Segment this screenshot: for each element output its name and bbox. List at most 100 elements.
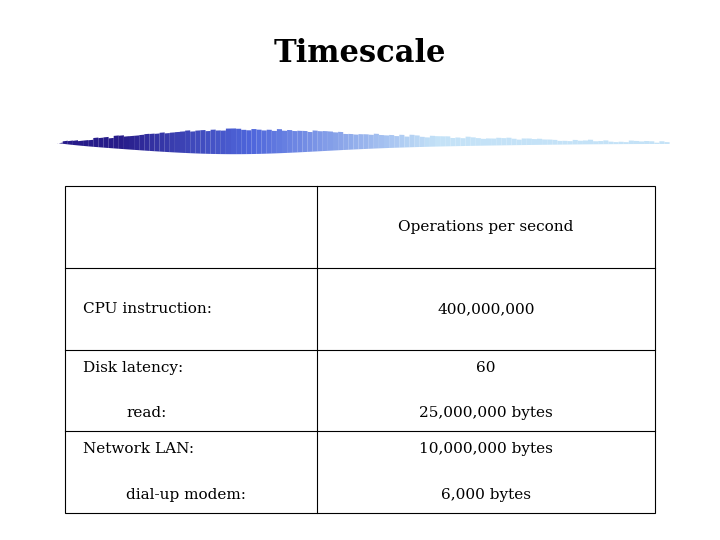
Polygon shape [588,140,593,144]
Polygon shape [435,136,440,147]
Text: 10,000,000 bytes: 10,000,000 bytes [419,442,553,456]
Polygon shape [68,140,73,145]
Text: read:: read: [126,407,166,420]
Text: Disk latency:: Disk latency: [83,361,183,375]
Polygon shape [567,141,572,145]
Polygon shape [613,142,618,144]
Polygon shape [200,130,205,154]
Polygon shape [425,137,430,147]
Polygon shape [471,137,476,146]
Polygon shape [63,141,68,144]
Polygon shape [180,131,185,153]
Polygon shape [318,131,323,151]
Polygon shape [134,136,139,150]
Polygon shape [277,129,282,153]
Polygon shape [302,131,307,152]
Polygon shape [395,136,400,148]
Text: 6,000 bytes: 6,000 bytes [441,488,531,502]
Polygon shape [400,135,405,147]
Polygon shape [160,132,165,152]
Polygon shape [287,130,292,153]
Polygon shape [542,139,547,145]
Text: dial-up modem:: dial-up modem: [126,488,246,502]
Polygon shape [389,135,395,148]
Polygon shape [629,140,634,144]
Polygon shape [231,129,236,154]
Polygon shape [461,138,466,146]
Polygon shape [155,133,160,152]
Polygon shape [547,139,552,145]
Polygon shape [665,142,670,144]
Polygon shape [211,130,216,154]
Polygon shape [185,130,190,153]
Polygon shape [328,131,333,151]
Polygon shape [364,134,369,149]
Polygon shape [379,135,384,148]
Polygon shape [577,141,583,144]
Polygon shape [384,136,389,148]
Polygon shape [266,130,272,154]
Polygon shape [282,131,287,153]
Polygon shape [338,132,343,150]
Polygon shape [354,134,359,150]
Polygon shape [78,140,83,146]
Polygon shape [517,139,522,145]
Polygon shape [644,141,649,144]
Polygon shape [593,141,598,144]
Polygon shape [603,140,608,144]
Polygon shape [119,136,124,149]
Polygon shape [307,132,312,152]
Text: 25,000,000 bytes: 25,000,000 bytes [419,407,553,420]
Polygon shape [165,133,170,152]
Polygon shape [572,140,577,145]
Polygon shape [501,138,506,145]
Polygon shape [175,132,180,153]
Polygon shape [440,136,445,146]
Polygon shape [624,142,629,144]
Text: CPU instruction:: CPU instruction: [83,302,212,316]
Polygon shape [532,139,537,145]
Polygon shape [104,137,109,148]
Polygon shape [221,131,226,154]
Polygon shape [272,131,277,153]
Polygon shape [660,141,665,144]
Polygon shape [583,140,588,144]
Polygon shape [410,134,415,147]
Polygon shape [537,139,542,145]
Polygon shape [476,138,481,146]
Polygon shape [481,139,486,146]
Polygon shape [251,129,256,154]
Polygon shape [608,141,613,144]
Polygon shape [144,134,150,151]
Polygon shape [486,138,491,146]
Polygon shape [455,138,461,146]
Bar [65,186,655,513]
Text: 400,000,000: 400,000,000 [437,302,535,316]
Polygon shape [634,141,639,144]
Text: Operations per second: Operations per second [398,220,574,234]
Polygon shape [139,134,144,151]
Polygon shape [170,132,175,152]
Polygon shape [618,141,624,144]
Polygon shape [83,140,89,146]
Polygon shape [216,130,221,154]
Polygon shape [236,129,241,154]
Polygon shape [292,131,297,153]
Polygon shape [466,137,471,146]
Text: 60: 60 [476,361,496,375]
Polygon shape [333,132,338,151]
Polygon shape [190,131,195,153]
Polygon shape [114,136,119,148]
Polygon shape [297,131,302,152]
Polygon shape [405,137,410,147]
Polygon shape [649,141,654,144]
Polygon shape [246,130,251,154]
Polygon shape [312,131,318,152]
Polygon shape [58,143,63,144]
Polygon shape [552,140,557,145]
Polygon shape [343,134,348,150]
Polygon shape [522,138,527,145]
Polygon shape [445,136,450,146]
Polygon shape [89,140,94,147]
Polygon shape [109,138,114,148]
